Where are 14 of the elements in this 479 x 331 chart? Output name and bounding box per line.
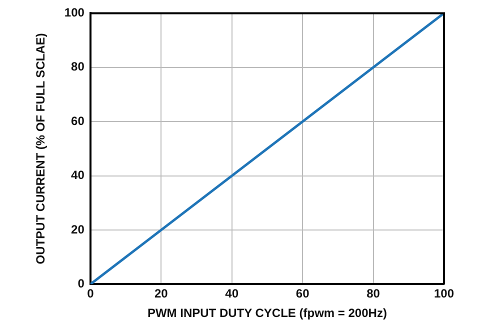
y-axis-title: OUTPUT CURRENT (% OF FULL SCLAE) bbox=[34, 33, 48, 264]
y-tick-label: 60 bbox=[71, 114, 85, 128]
y-tick-label: 0 bbox=[78, 276, 85, 291]
x-tick-label: 40 bbox=[225, 286, 239, 301]
x-axis-title: PWM INPUT DUTY CYCLE (fpwm = 200Hz) bbox=[147, 306, 387, 320]
y-tick-label: 20 bbox=[71, 222, 85, 236]
y-tick-label: 80 bbox=[71, 60, 85, 74]
y-tick-label: 100 bbox=[64, 6, 85, 20]
y-tick-label: 40 bbox=[71, 168, 85, 182]
x-tick-label: 100 bbox=[434, 286, 454, 301]
x-tick-label: 20 bbox=[154, 286, 168, 301]
x-tick-label: 60 bbox=[296, 286, 310, 301]
x-tick-label: 0 bbox=[87, 286, 94, 301]
x-tick-label: 80 bbox=[366, 286, 380, 301]
